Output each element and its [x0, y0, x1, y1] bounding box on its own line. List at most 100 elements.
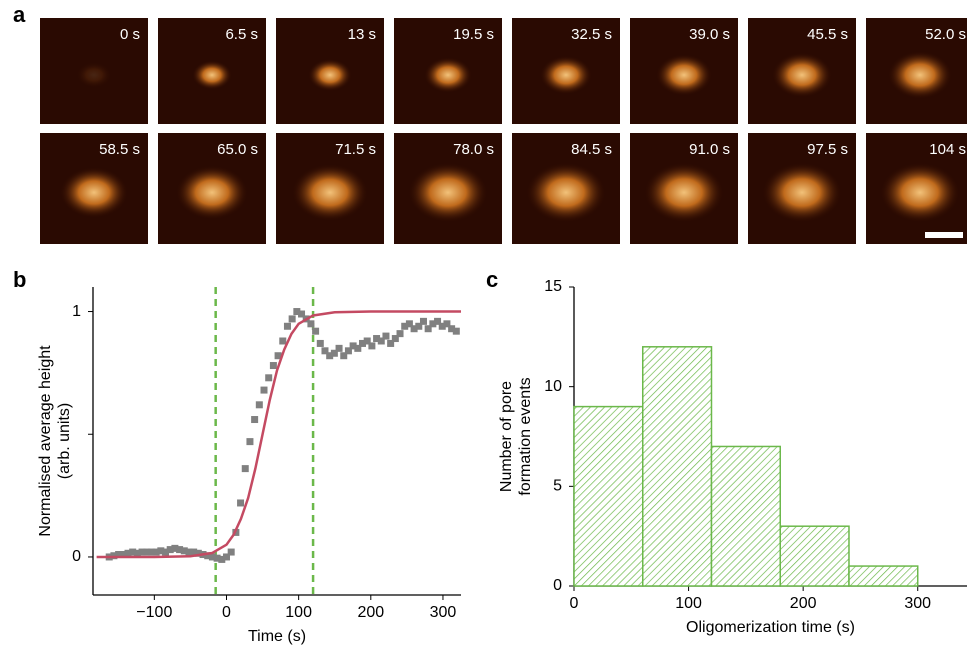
data-point: [387, 339, 395, 347]
x-axis-label: Oligomerization time (s): [686, 619, 855, 636]
panel-label: c: [486, 267, 498, 292]
data-point: [124, 549, 132, 557]
data-point: [166, 546, 174, 554]
data-point: [265, 374, 273, 382]
frame-time: 91.0 s: [689, 141, 730, 158]
scale-bar: [925, 232, 963, 238]
y-tick-label: 10: [544, 378, 562, 395]
data-point: [448, 325, 456, 333]
data-point: [434, 317, 442, 325]
data-point: [368, 342, 376, 350]
data-point: [241, 465, 249, 473]
data-point: [133, 549, 141, 557]
data-point: [377, 337, 385, 345]
afm-particle: [644, 162, 724, 223]
data-point: [213, 554, 221, 562]
histogram-bar: [710, 445, 781, 587]
data-point: [316, 339, 324, 347]
data-point: [176, 546, 184, 554]
data-point: [344, 347, 352, 355]
data-point: [382, 332, 390, 340]
histogram-bar: [848, 565, 919, 587]
data-point: [190, 548, 198, 556]
y-tick-label: 0: [72, 548, 81, 565]
data-point: [180, 547, 188, 555]
x-tick-label: −100: [136, 604, 172, 621]
afm-particle: [539, 55, 593, 95]
data-point: [321, 347, 329, 355]
data-point: [391, 335, 399, 343]
x-tick-label: 200: [790, 595, 817, 612]
afm-particle: [408, 162, 488, 223]
data-point: [255, 401, 263, 409]
data-point: [363, 337, 371, 345]
data-point: [269, 362, 277, 370]
x-axis-label: Time (s): [248, 628, 306, 645]
data-point: [162, 548, 170, 556]
data-point: [410, 325, 418, 333]
frame-time: 104 s: [929, 141, 966, 158]
data-point: [443, 320, 451, 328]
frame-time: 65.0 s: [217, 141, 258, 158]
afm-particle: [526, 162, 606, 223]
afm-particle: [192, 60, 232, 90]
fit-curve: [96, 310, 461, 559]
panel-label: b: [13, 267, 26, 292]
data-point: [147, 548, 155, 556]
data-point: [119, 551, 127, 559]
frame-time: 39.0 s: [689, 26, 730, 43]
data-point: [349, 342, 357, 350]
data-point: [373, 335, 381, 343]
x-tick-label: 0: [570, 595, 579, 612]
frame-time: 19.5 s: [453, 26, 494, 43]
image-frames: 0 s 6.5 s 13 s 19.5 s 32.5 s 39.0 s 45.5 s 52.0…: [40, 18, 967, 244]
data-point: [218, 555, 226, 563]
afm-particle: [76, 61, 112, 89]
data-point: [405, 320, 413, 328]
y-tick-label: 15: [544, 278, 562, 295]
data-point: [237, 499, 245, 507]
data-point: [312, 327, 320, 335]
data-point: [185, 548, 193, 556]
y-tick-label: 1: [72, 303, 81, 320]
data-point: [415, 322, 423, 330]
histogram-bar: [573, 405, 644, 587]
data-point: [227, 548, 235, 556]
data-point: [452, 327, 460, 335]
data-point: [396, 330, 404, 338]
afm-particle: [59, 166, 129, 219]
data-point: [354, 344, 362, 352]
data-point: [307, 320, 315, 328]
x-tick-label: 0: [222, 604, 231, 621]
afm-particle: [423, 57, 473, 93]
x-tick-label: 100: [675, 595, 702, 612]
data-point: [129, 548, 137, 556]
frame-time: 45.5 s: [807, 26, 848, 43]
data-point: [152, 548, 160, 556]
data-point: [274, 352, 282, 360]
data-point: [251, 416, 259, 424]
x-tick-label: 100: [285, 604, 312, 621]
data-point: [401, 322, 409, 330]
afm-particle: [887, 50, 953, 100]
afm-particle: [175, 165, 249, 220]
data-point: [222, 553, 230, 561]
data-point: [288, 315, 296, 323]
x-tick-label: 200: [357, 604, 384, 621]
frame-time: 58.5 s: [99, 141, 140, 158]
panel-label: a: [13, 2, 26, 27]
x-tick-label: 300: [904, 595, 931, 612]
data-point: [283, 322, 291, 330]
afm-particle: [291, 163, 369, 222]
data-point: [424, 325, 432, 333]
y-tick-label: 0: [553, 577, 562, 594]
data-point: [143, 548, 151, 556]
data-point: [260, 386, 268, 394]
data-point: [157, 547, 165, 555]
data-point: [208, 553, 216, 561]
frame-time: 13 s: [348, 26, 376, 43]
data-point: [419, 317, 427, 325]
y-axis-label: formation events: [517, 377, 534, 495]
x-tick-label: 300: [430, 604, 457, 621]
